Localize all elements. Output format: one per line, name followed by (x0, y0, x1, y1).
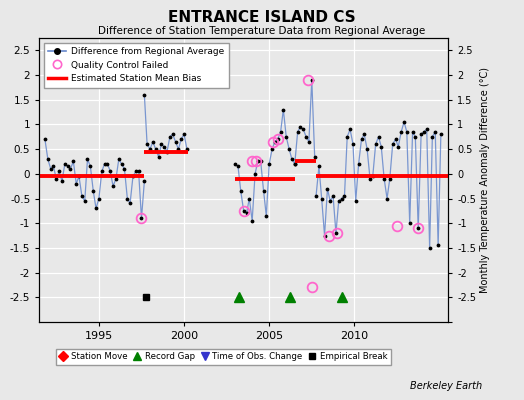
Legend: Station Move, Record Gap, Time of Obs. Change, Empirical Break: Station Move, Record Gap, Time of Obs. C… (56, 349, 391, 364)
Text: Difference of Station Temperature Data from Regional Average: Difference of Station Temperature Data f… (99, 26, 425, 36)
Text: ENTRANCE ISLAND CS: ENTRANCE ISLAND CS (168, 10, 356, 25)
Text: Berkeley Earth: Berkeley Earth (410, 381, 482, 391)
Y-axis label: Monthly Temperature Anomaly Difference (°C): Monthly Temperature Anomaly Difference (… (480, 67, 490, 293)
